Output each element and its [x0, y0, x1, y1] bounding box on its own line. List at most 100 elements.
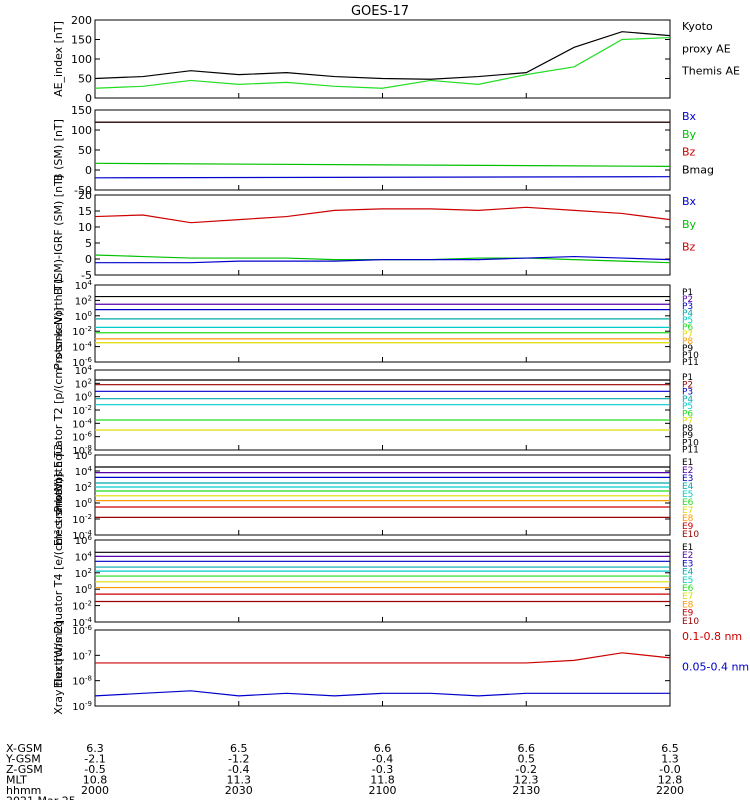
panel-3-legend-item: P2 [682, 295, 693, 305]
panel-3-ytick-label: 10-2 [72, 325, 92, 338]
panel-1-ylabel: B (SM) [nT] [52, 119, 65, 181]
panel-4-legend-item: P7 [682, 417, 693, 427]
panel-0-legend-item: Kyoto [682, 20, 713, 33]
panel-7-legend-item: 0.05-0.4 nm [682, 660, 749, 673]
panel-3-ytick-label: 10-4 [72, 341, 92, 354]
xaxis-row-label: X-GSM [6, 742, 42, 755]
panel-6-legend-item: E1 [682, 543, 693, 553]
panel-3-ytick-label: 100 [75, 310, 92, 323]
panel-4-legend-item: P4 [682, 395, 693, 405]
xaxis-value-x: 6.6 [374, 742, 392, 755]
panel-1-ytick-label: -50 [74, 184, 92, 197]
xaxis-row-label: MLT [6, 774, 27, 787]
xaxis-value-y: 0.5 [518, 753, 536, 766]
panel-6-legend-item: E4 [682, 568, 694, 578]
panel-6-legend-item: E9 [682, 609, 694, 619]
panel-3-legend-item: P1 [682, 288, 693, 298]
panel-4-ytick-label: 10-8 [72, 444, 92, 457]
panel-6-ytick-label: 106 [75, 534, 93, 547]
panel-4-legend-item: P3 [682, 388, 693, 398]
panel-5-legend-item: E7 [682, 506, 693, 516]
panel-2-legend-item: By [682, 218, 697, 231]
panel-5-ytick-label: 102 [75, 481, 92, 494]
xaxis-value-y: -2.1 [84, 753, 105, 766]
panel-5-legend-item: E10 [682, 530, 699, 540]
xaxis-row-label: Z-GSM [6, 763, 43, 776]
xaxis-value-hhmm: 2200 [656, 784, 684, 797]
panel-3-ytick-label: 10-6 [72, 356, 92, 369]
panel-7-frame [94, 629, 671, 707]
panel-6-ylabel: Electrons Equator T4 [e/(cm²-s-sr-keV)] [52, 474, 65, 689]
panel-2-series-1 [94, 254, 671, 264]
panel-4-ytick-label: 10-6 [72, 431, 92, 444]
panel-6-legend-item: E2 [682, 551, 693, 561]
panel-6-legend-item: E3 [682, 559, 693, 569]
panel-1-ytick-label: 150 [71, 104, 92, 117]
panel-7-legend-item: 0.1-0.8 nm [682, 630, 742, 643]
xaxis-value-x: 6.6 [518, 742, 536, 755]
panel-3-legend-item: P8 [682, 337, 693, 347]
xaxis-value-y: -1.2 [228, 753, 249, 766]
panel-2-series-2 [95, 255, 671, 264]
xaxis-value-hhmm: 2030 [225, 784, 253, 797]
panel-2-ytick-label: 15 [78, 205, 92, 218]
panel-5-ytick-label: 106 [75, 449, 93, 462]
panel-3-legend-item: P6 [682, 323, 693, 333]
panel-5-legend-item: E4 [682, 482, 694, 492]
panel-5-legend-item: E8 [682, 514, 694, 524]
panel-5-ytick-label: 10-4 [72, 529, 92, 542]
panel-2-ytick-label: -5 [81, 269, 92, 282]
panel-2-legend-item: Bz [682, 241, 696, 254]
panel-4-legend-item: P8 [682, 424, 693, 434]
panel-0-ytick-label: 0 [85, 92, 92, 105]
panel-0-series-1 [94, 31, 671, 80]
xaxis-row-label: Y-GSM [5, 753, 41, 766]
xaxis-row-label: hhmm [6, 784, 41, 797]
panel-1-legend-item: Bx [682, 110, 697, 123]
panel-6-ytick-label: 102 [75, 567, 92, 580]
panel-1-series-1 [94, 162, 671, 167]
panel-3-legend-item: P7 [682, 330, 693, 340]
panel-1-legend-item: Bmag [682, 163, 714, 176]
xaxis-value-y: 1.3 [661, 753, 679, 766]
panel-0-ytick-label: 50 [78, 73, 92, 86]
panel-2-legend-item: Bx [682, 195, 697, 208]
panel-7-series-1 [94, 690, 670, 697]
panel-3-legend-item: P11 [682, 358, 699, 368]
xaxis-value-mlt: 10.8 [83, 774, 108, 787]
xaxis-value-z: -0.5 [84, 763, 105, 776]
panel-6-legend-item: E5 [682, 576, 693, 586]
panel-4-ytick-label: 100 [75, 391, 92, 404]
panel-3-legend-item: P5 [682, 316, 693, 326]
panel-0-series-0 [94, 36, 671, 89]
xaxis-value-x: 6.5 [661, 742, 679, 755]
xaxis-value-z: -0.3 [372, 763, 393, 776]
panel-3-legend-item: P10 [682, 351, 699, 361]
panel-2-ytick-label: 10 [78, 221, 92, 234]
xaxis-value-hhmm: 2100 [369, 784, 397, 797]
panel-5-ylabel: Electrons North T3 [52, 444, 65, 546]
panel-1-ytick-label: 100 [71, 124, 92, 137]
panel-5-legend-item: E9 [682, 522, 694, 532]
panel-1-legend-item: Bz [682, 146, 696, 159]
panel-2-series-0 [94, 206, 671, 224]
panel-4-ytick-label: 10-2 [72, 404, 92, 417]
panel-7-ytick-label: 10-7 [72, 649, 92, 662]
panel-0-ylabel: AE_index [nT] [52, 21, 65, 97]
xaxis-value-y: -0.4 [372, 753, 393, 766]
panel-4-legend-item: P1 [682, 373, 693, 383]
panel-6-legend-item: E6 [682, 584, 694, 594]
panel-7-ytick-label: 10-8 [72, 675, 92, 688]
panel-0-frame [94, 19, 671, 99]
panel-5-legend-item: E5 [682, 490, 693, 500]
xaxis-value-mlt: 12.3 [514, 774, 539, 787]
panel-4-ytick-label: 104 [75, 364, 93, 377]
xaxis-value-x: 6.5 [230, 742, 248, 755]
panel-7-series-0 [95, 652, 671, 664]
panel-4-legend-item: P6 [682, 409, 693, 419]
panel-7-ytick-label: 10-9 [72, 700, 92, 713]
xaxis-value-hhmm: 2000 [81, 784, 109, 797]
panel-5-legend-item: E6 [682, 498, 694, 508]
panel-6-ytick-label: 10-2 [72, 600, 92, 613]
